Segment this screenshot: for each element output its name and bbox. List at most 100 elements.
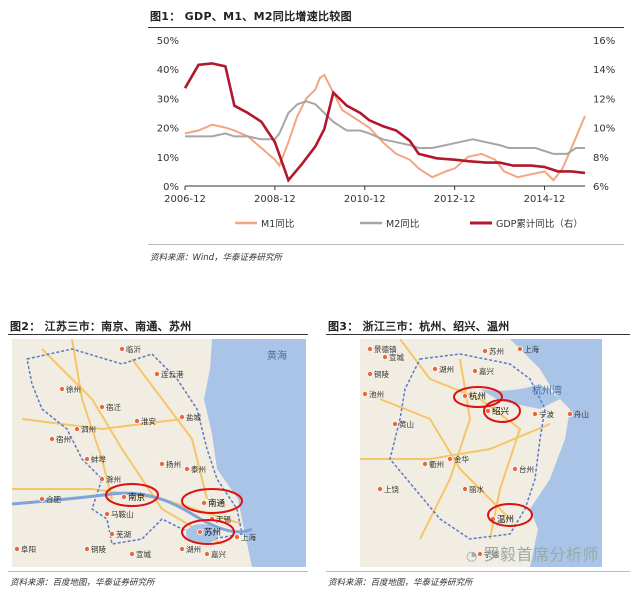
city-label: 嘉兴 xyxy=(211,549,226,559)
city-marker xyxy=(134,418,141,425)
city-label: 宿迁 xyxy=(106,402,121,412)
city-label: 丽水 xyxy=(469,484,484,494)
city-marker xyxy=(531,411,538,418)
city-marker xyxy=(381,353,388,360)
city-marker xyxy=(84,545,91,552)
city-label: 上饶 xyxy=(384,484,399,494)
city-label: 无锡 xyxy=(216,515,231,524)
city-marker xyxy=(566,411,573,418)
city-label: 绍兴 xyxy=(492,406,510,417)
city-marker xyxy=(196,528,203,535)
city-marker xyxy=(14,545,20,552)
suzhou-highlight xyxy=(181,519,235,545)
nantong-highlight xyxy=(181,488,243,514)
city-label: 南京 xyxy=(128,492,145,503)
city-label: 马鞍山 xyxy=(111,509,134,519)
city-marker xyxy=(422,461,429,468)
city-marker xyxy=(511,466,518,473)
city-label: 上海 xyxy=(524,344,539,354)
city-label: 铜陵 xyxy=(91,544,106,554)
x-tick-label: 2008-12 xyxy=(254,194,296,205)
city-marker xyxy=(104,510,111,517)
city-label: 苏州 xyxy=(204,527,221,538)
city-marker xyxy=(462,485,469,492)
city-label: 滁州 xyxy=(106,474,121,484)
figure3-title: 图3： 浙江三市：杭州、绍兴、温州 xyxy=(328,320,510,333)
city-label: 蚌埠 xyxy=(91,454,106,464)
city-label: 芜湖 xyxy=(116,529,131,539)
city-marker xyxy=(362,391,368,398)
city-label: 宣城 xyxy=(389,352,404,362)
city-label: 合肥 xyxy=(46,494,61,504)
city-marker xyxy=(49,436,56,443)
city-marker xyxy=(203,550,210,557)
city-marker xyxy=(392,421,399,428)
city-marker xyxy=(472,367,479,374)
y-right-tick-label: 14% xyxy=(593,65,615,76)
x-tick-label: 2014-12 xyxy=(524,194,566,205)
city-label: 南通 xyxy=(208,498,226,509)
city-label: 淮安 xyxy=(141,416,156,426)
city-label: 池州 xyxy=(369,389,384,399)
y-left-tick-label: 10% xyxy=(157,153,179,164)
city-marker xyxy=(99,404,106,411)
city-marker xyxy=(119,346,126,352)
series-line-1 xyxy=(185,100,585,155)
city-marker xyxy=(183,466,190,473)
city-marker xyxy=(59,386,66,393)
city-label: 舟山 xyxy=(574,409,589,419)
y-right-tick-label: 10% xyxy=(593,124,615,135)
figure3-source: 资料来源：百度地图，华泰证券研究所 xyxy=(328,578,473,588)
y-left-tick-label: 50% xyxy=(157,36,179,47)
x-tick-label: 2010-12 xyxy=(344,194,386,205)
x-tick-label: 2006-12 xyxy=(164,194,206,205)
city-marker xyxy=(178,414,185,421)
city-marker xyxy=(158,461,165,468)
city-label: 临沂 xyxy=(126,344,141,354)
zhejiang-map: 杭州湾 上海 苏州 嘉兴 湖州 宣城 铜陵 池州 黄山 杭州 绍兴 宁波 舟山 衢州 金华 台州 丽水 温州 上饶… xyxy=(360,339,602,567)
city-marker xyxy=(200,499,207,506)
city-label: 扬州 xyxy=(166,459,181,469)
figure1-bottom-rule xyxy=(148,244,624,245)
figure2-source: 资料来源：百度地图，华泰证券研究所 xyxy=(10,578,155,588)
y-left-tick-label: 20% xyxy=(157,124,179,135)
nanjing-highlight xyxy=(105,483,159,507)
wechat-watermark: ◔ 罗毅首席分析师 xyxy=(466,545,599,564)
series-line-0 xyxy=(184,73,586,182)
x-tick-label: 2012-12 xyxy=(434,194,476,205)
shaoxing-highlight xyxy=(483,399,521,423)
city-marker xyxy=(516,346,523,352)
y-right-tick-label: 6% xyxy=(593,182,609,193)
y-right-tick-label: 8% xyxy=(593,153,609,164)
city-marker xyxy=(432,365,439,372)
y-right-tick-label: 12% xyxy=(593,94,615,105)
legend-label-2: GDP累计同比（右） xyxy=(496,218,583,230)
yellow-sea-label: 黄海 xyxy=(267,349,287,362)
wechat-icon: ◔ xyxy=(466,549,478,564)
city-label: 衢州 xyxy=(429,459,444,469)
figure1-top-rule xyxy=(148,27,624,28)
city-label: 宁波 xyxy=(539,409,554,419)
city-marker xyxy=(38,495,45,502)
figure3-bottom-rule xyxy=(326,571,630,572)
city-marker xyxy=(462,393,469,400)
figure2-top-rule xyxy=(8,334,308,335)
y-left-tick-label: 0% xyxy=(163,182,179,193)
city-marker xyxy=(485,408,492,415)
city-label: 铜陵 xyxy=(374,369,389,379)
city-label: 宁德 xyxy=(484,549,499,559)
city-label: 温州 xyxy=(497,514,514,525)
city-marker xyxy=(99,475,106,482)
city-label: 阜阳 xyxy=(21,544,36,554)
legend-label-1: M2同比 xyxy=(386,218,419,230)
figure2-title: 图2： 江苏三市：南京、南通、苏州 xyxy=(10,320,192,333)
city-label: 杭州 xyxy=(469,391,486,402)
city-label: 黄山 xyxy=(399,419,414,429)
city-label: 连云港 xyxy=(161,369,184,379)
city-marker xyxy=(482,347,489,354)
y-right-tick-label: 16% xyxy=(593,36,615,47)
y-left-tick-label: 40% xyxy=(157,65,179,76)
y-left-tick-label: 30% xyxy=(157,94,179,105)
city-label: 苏州 xyxy=(489,346,504,356)
city-label: 宣城 xyxy=(136,549,151,559)
